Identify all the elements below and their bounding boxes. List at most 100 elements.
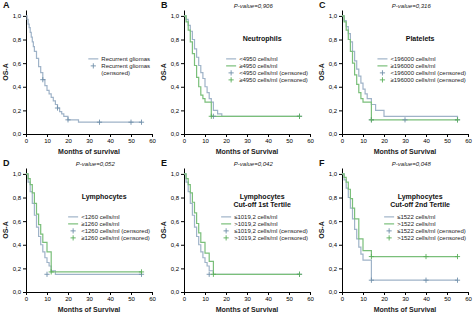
- censored-mark: [369, 117, 374, 122]
- tick-label: 40: [265, 138, 272, 144]
- panel: 01020304050600,00,20,40,60,81,0Months of…: [2, 0, 156, 155]
- tick-label: 60: [307, 296, 314, 302]
- plot-area: 01020304050600,00,20,40,60,81,0Months of…: [160, 3, 314, 155]
- tick: 0,2: [329, 108, 342, 114]
- tick: 10: [44, 292, 51, 302]
- panel-title: LymphocytesCut-off 1st Tertile: [233, 193, 291, 208]
- tick-label: 50: [286, 138, 293, 144]
- legend-label-line: ≥4950 cells/ml (censored): [239, 77, 308, 83]
- tick: 0,0: [329, 289, 342, 295]
- legend-item: ≥196000 cells/ml: [377, 63, 435, 69]
- tick-label: 10: [202, 296, 209, 302]
- legend-label-line: ≥196000 cells/ml: [390, 63, 435, 69]
- legend-label: >1522 cells/ml: [397, 221, 436, 227]
- panel-label: E: [161, 158, 167, 168]
- legend-label: <1260 cells/ml (censored): [81, 228, 150, 234]
- tick: 0,4: [171, 242, 184, 248]
- legend-label: ≥4950 cells/ml: [239, 63, 277, 69]
- legend-item: <1260 cells/ml: [68, 214, 120, 220]
- x-axis-title: Months of Survival: [216, 306, 279, 313]
- tick-mark: [47, 292, 48, 295]
- tick-mark: [181, 292, 184, 293]
- tick-mark: [310, 134, 311, 137]
- tick-label: 0,6: [13, 219, 22, 225]
- tick-mark: [339, 63, 342, 64]
- legend-swatch: [380, 70, 385, 75]
- tick: 40: [423, 292, 430, 302]
- x-axis: 0102030405060: [25, 134, 157, 144]
- legend-label-line: <1260 cells/ml: [81, 214, 120, 220]
- tick: 30: [402, 292, 409, 302]
- legend: <4950 cells/ml≥4950 cells/ml<4950 cells/…: [226, 56, 308, 83]
- survival-curve: [342, 174, 458, 257]
- tick: 0: [25, 134, 29, 144]
- legend-label: >1522 cells/ml (censored): [397, 235, 466, 241]
- tick-mark: [405, 134, 406, 137]
- legend-label-line: ≤1522 cells/ml: [397, 214, 435, 220]
- panel: 01020304050600,00,20,40,60,81,0Months of…: [160, 0, 314, 155]
- tick-mark: [339, 134, 342, 135]
- title-line: Lymphocytes: [398, 193, 443, 201]
- chart-container: 01020304050600,00,20,40,60,81,0Months of…: [0, 0, 474, 316]
- legend-label: ≥196000 cells/ml: [390, 63, 435, 69]
- tick: 0,6: [13, 61, 26, 67]
- tick-label: 60: [465, 296, 472, 302]
- y-axis: 0,00,20,40,60,81,0: [329, 169, 343, 296]
- figure: 01020304050600,00,20,40,60,81,0Months of…: [0, 0, 474, 316]
- tick-label: 0,6: [329, 219, 338, 225]
- tick: 20: [381, 134, 388, 144]
- tick-label: 1,0: [329, 13, 338, 19]
- panel-label: F: [319, 158, 325, 168]
- axis-line: [26, 11, 27, 135]
- legend-item: Recurrent gliomas(censored): [91, 63, 150, 76]
- title-line: Lymphocytes: [82, 193, 127, 201]
- tick-label: 0,8: [171, 195, 180, 201]
- legend-label-line: ≥196000 cells/ml (censored): [390, 77, 465, 83]
- tick-label: 60: [149, 138, 156, 144]
- legend-item: ≤1522 cells/ml: [384, 214, 435, 220]
- tick-mark: [181, 110, 184, 111]
- legend-label: ≥1260 cells/ml (censored): [81, 235, 150, 241]
- censored-mark: [65, 117, 70, 122]
- y-axis: 0,00,20,40,60,81,0: [329, 11, 343, 138]
- legend: ≤1019,2 cells/ml>1019,2 cells/ml≤1019,2 …: [221, 214, 308, 241]
- censored-mark: [49, 269, 54, 274]
- legend-label: Recurrent gliomas: [101, 56, 150, 62]
- legend-label-line: (censored): [101, 70, 130, 76]
- tick-label: 20: [65, 296, 72, 302]
- title-line: Cut-off 2nd Tertile: [390, 201, 450, 208]
- tick-mark: [339, 268, 342, 269]
- legend-label-line: ≥4950 cells/ml: [239, 63, 277, 69]
- tick-label: 30: [244, 138, 251, 144]
- tick-mark: [23, 268, 26, 269]
- data-layer: [184, 16, 302, 119]
- survival-curve: [26, 174, 142, 272]
- survival-curve: [342, 16, 458, 120]
- tick-mark: [268, 292, 269, 295]
- tick: 0: [341, 134, 345, 144]
- y-axis: 0,00,20,40,60,81,0: [171, 169, 185, 296]
- tick: 50: [444, 292, 451, 302]
- tick-mark: [363, 292, 364, 295]
- tick-label: 0,2: [329, 266, 338, 272]
- survival-curve: [26, 174, 142, 274]
- y-axis-title: OS-A: [2, 221, 9, 239]
- tick-label: 0,8: [329, 195, 338, 201]
- legend-label-line: <4950 cells/ml: [239, 56, 278, 62]
- tick: 60: [465, 134, 472, 144]
- tick: 0,4: [329, 242, 342, 248]
- tick-label: 50: [286, 296, 293, 302]
- p-value: P-value=0,048: [392, 161, 432, 167]
- legend-label-line: >1019,2 cells/ml (censored): [234, 235, 308, 241]
- tick: 0,4: [13, 84, 26, 90]
- tick-label: 40: [423, 296, 430, 302]
- tick-mark: [181, 87, 184, 88]
- tick-label: 0: [183, 296, 187, 302]
- tick: 0,2: [171, 108, 184, 114]
- tick: 60: [307, 292, 314, 302]
- legend-label: >1019,2 cells/ml: [234, 221, 278, 227]
- legend-label: ≤1019,2 cells/ml: [234, 214, 277, 220]
- title-line: Lymphocytes: [240, 193, 285, 201]
- panel-label: B: [161, 0, 168, 10]
- tick-mark: [181, 134, 184, 135]
